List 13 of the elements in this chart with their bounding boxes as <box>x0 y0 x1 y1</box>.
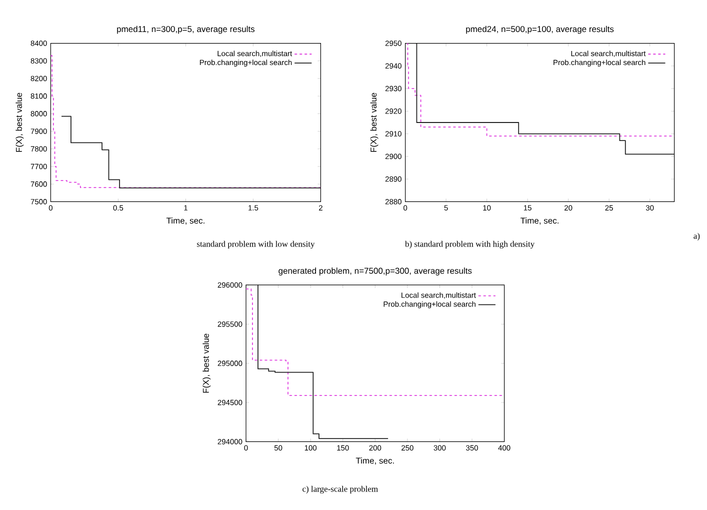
x-axis-title: Time, sec. <box>356 457 394 465</box>
text: a) <box>694 232 700 241</box>
text: standard problem with low density <box>197 240 315 249</box>
x-axis-title: Time, sec. <box>520 217 558 225</box>
text: b) standard problem with high density <box>405 240 535 249</box>
y-axis-title: F(X), best value <box>202 334 211 393</box>
y-axis-title: F(X), best value <box>370 92 378 152</box>
chart-title: pmed24, n=500,p=100, average results <box>466 26 614 34</box>
chart-title: pmed11, n=300,p=5, average results <box>117 26 255 34</box>
text: c) large-scale problem <box>302 486 378 494</box>
chart-title: generated problem, n=7500,p=300, average results <box>278 268 472 276</box>
y-axis-title: F(X), best value <box>16 92 24 152</box>
x-axis-title: Time, sec. <box>166 217 204 225</box>
